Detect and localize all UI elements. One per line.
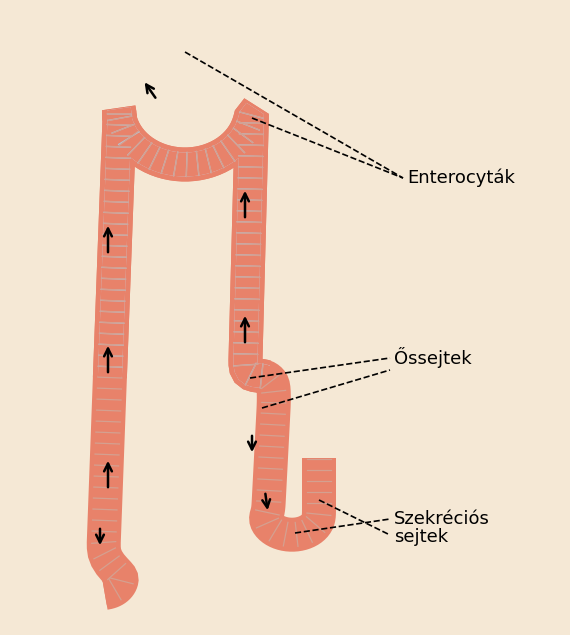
Polygon shape bbox=[87, 98, 336, 610]
Text: sejtek: sejtek bbox=[394, 528, 448, 546]
Polygon shape bbox=[92, 103, 331, 605]
Polygon shape bbox=[98, 103, 270, 389]
Text: Szekréciós: Szekréciós bbox=[394, 510, 490, 528]
Polygon shape bbox=[93, 98, 271, 394]
Text: Enterocyták: Enterocyták bbox=[407, 169, 515, 187]
Text: Őssejtek: Őssejtek bbox=[394, 347, 471, 368]
